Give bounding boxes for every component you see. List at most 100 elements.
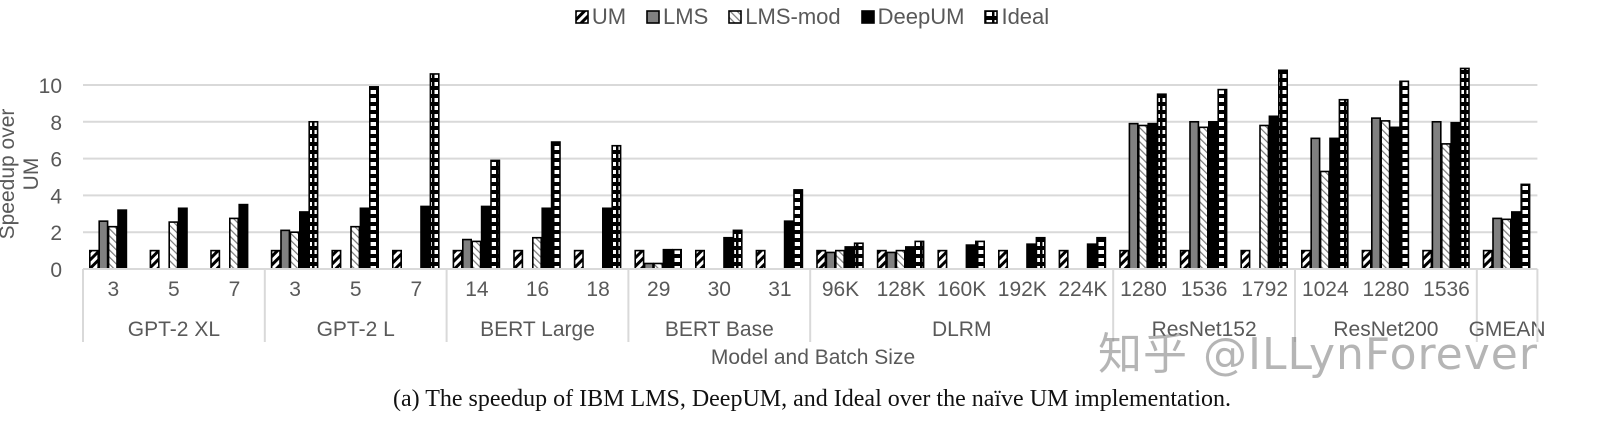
bar-um — [1361, 249, 1372, 270]
bar-deepum — [298, 211, 309, 270]
legend-swatch-icon — [575, 10, 589, 24]
x-tick-label: 128K — [877, 278, 926, 301]
bar-lms — [886, 251, 897, 270]
bar-ideal — [1459, 67, 1470, 270]
bar-um — [694, 249, 705, 270]
bar-um — [573, 249, 584, 270]
legend-item-ideal: Ideal — [984, 4, 1049, 30]
bar-deepum — [844, 246, 855, 270]
bar-um — [331, 249, 342, 270]
bar-um — [1482, 249, 1493, 270]
legend-label: UM — [591, 4, 627, 29]
bar-lms — [1492, 217, 1503, 270]
bar-ideal — [550, 141, 561, 270]
bar-um — [513, 249, 524, 270]
x-tick-label: 7 — [410, 278, 422, 301]
x-tick-label: 29 — [647, 278, 670, 301]
bar-lms-mod — [1441, 143, 1452, 270]
bar-ideal — [914, 240, 925, 270]
bar-lms-mod — [1259, 124, 1270, 270]
group-label: BERT Large — [480, 318, 595, 341]
y-tick-label: 8 — [50, 112, 62, 135]
bar-um — [755, 249, 766, 270]
bar-lms-mod — [350, 225, 361, 270]
bar-deepum — [1511, 211, 1522, 270]
x-tick-label: 31 — [768, 278, 791, 301]
bar-um — [391, 249, 402, 270]
bar-lms — [461, 238, 472, 270]
legend-item-lms-mod: LMS-mod — [728, 4, 841, 30]
x-tick-label: 3 — [289, 278, 301, 301]
group-label: BERT Base — [665, 318, 774, 341]
legend-swatch-icon — [860, 10, 875, 24]
y-tick-label: 0 — [50, 259, 62, 282]
legend-item-um: UM — [575, 4, 626, 30]
figure-caption: (a) The speedup of IBM LMS, DeepUM, and … — [392, 386, 1231, 412]
bar-lms-mod — [289, 231, 300, 270]
x-tick-label: 224K — [1058, 278, 1107, 301]
watermark: 知乎 @ILLynForever — [1098, 329, 1538, 380]
bar-deepum — [1086, 243, 1097, 270]
bar-deepum — [541, 207, 552, 270]
bar-um — [937, 249, 948, 270]
x-tick-label: 5 — [168, 278, 180, 301]
bar-deepum — [1208, 121, 1219, 270]
bar-um — [1301, 249, 1312, 270]
group-label: ResNet200 — [1333, 318, 1438, 341]
bar-ideal — [1217, 88, 1228, 270]
bar-ideal — [974, 240, 985, 270]
bar-um — [1422, 249, 1433, 270]
x-axis-label: Model and Batch Size — [710, 346, 916, 369]
bar-ideal — [611, 144, 622, 270]
x-tick-label: 16 — [526, 278, 549, 301]
bar-lms-mod — [168, 221, 179, 270]
bar-um — [452, 249, 463, 270]
bar-ideal — [1399, 80, 1410, 270]
bar-deepum — [1147, 122, 1158, 270]
gridlines — [83, 84, 1538, 234]
y-tick-label: 4 — [50, 185, 62, 208]
bar-lms-mod — [834, 249, 845, 270]
bar-deepum — [1389, 126, 1400, 270]
x-tick-label: 96K — [822, 278, 859, 301]
bar-ideal — [1338, 98, 1349, 270]
legend-swatch-icon — [646, 10, 660, 24]
bars — [89, 67, 1531, 270]
x-tick-label: 1280 — [1120, 278, 1167, 301]
bar-ideal — [308, 121, 319, 270]
bar-deepum — [420, 205, 431, 270]
bar-deepum — [723, 236, 734, 270]
group-label: GPT-2 L — [317, 318, 395, 341]
legend: UM LMS LMS-mod DeepUM Ideal — [0, 4, 1624, 30]
bar-ideal — [1156, 93, 1167, 270]
bar-deepum — [480, 205, 491, 270]
bar-um — [1179, 249, 1190, 270]
bar-deepum — [904, 246, 915, 270]
bar-deepum — [1450, 121, 1461, 270]
bar-deepum — [238, 203, 249, 270]
bar-lms — [1371, 117, 1382, 270]
x-tick-label: 1792 — [1241, 278, 1288, 301]
bar-deepum — [1329, 137, 1340, 270]
legend-swatch-icon — [728, 10, 743, 24]
bar-ideal — [490, 159, 501, 270]
bar-lms-mod — [471, 240, 482, 270]
bar-um — [1240, 249, 1251, 270]
bar-um — [1119, 249, 1130, 270]
x-tick-label: 1024 — [1302, 278, 1349, 301]
bar-lms — [1128, 122, 1139, 270]
bar-lms — [98, 220, 109, 270]
bar-lms-mod — [107, 225, 118, 270]
bar-ideal — [429, 73, 440, 270]
bar-lms-mod — [1138, 124, 1149, 270]
group-label: GPT-2 XL — [128, 318, 220, 341]
bar-ideal — [1096, 236, 1107, 270]
x-tick-label: 3 — [107, 278, 119, 301]
bar-lms — [825, 251, 836, 270]
bar-lms-mod — [1501, 218, 1512, 270]
y-tick-label: 2 — [50, 222, 62, 245]
bar-um — [270, 249, 281, 270]
bar-deepum — [177, 207, 188, 270]
bar-ideal — [1520, 183, 1531, 270]
bar-lms — [1189, 121, 1200, 270]
